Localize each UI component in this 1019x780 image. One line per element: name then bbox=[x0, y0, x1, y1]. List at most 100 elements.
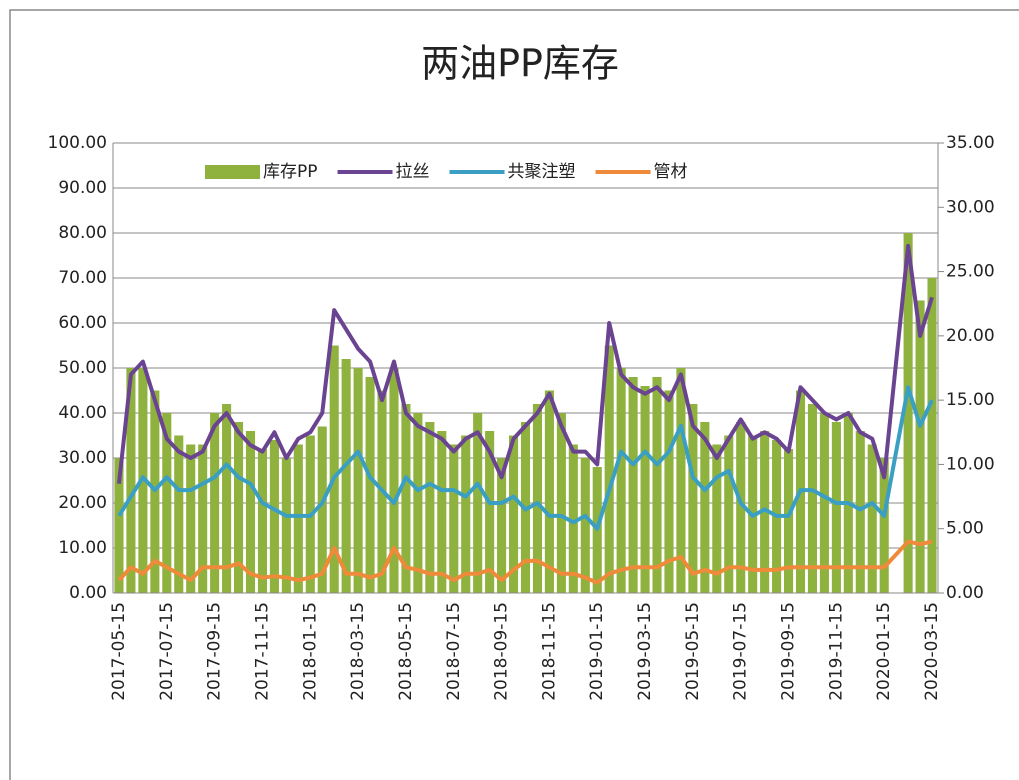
bar bbox=[664, 390, 674, 593]
bar bbox=[186, 444, 196, 593]
bar bbox=[784, 449, 794, 593]
legend-swatch bbox=[205, 165, 260, 179]
y-tick-label: 30.00 bbox=[58, 448, 107, 468]
bar bbox=[413, 413, 423, 593]
bar bbox=[437, 431, 447, 593]
y-tick-label: 100.00 bbox=[48, 133, 107, 153]
legend-label: 管材 bbox=[654, 162, 688, 182]
bar bbox=[317, 426, 327, 593]
bar bbox=[688, 404, 698, 593]
x-tick-label: 2017-09-15 bbox=[205, 602, 225, 701]
bar bbox=[365, 377, 375, 593]
bar bbox=[329, 345, 339, 593]
y2-tick-label: 25.00 bbox=[946, 262, 995, 282]
bar bbox=[234, 422, 244, 593]
y2-tick-label: 5.00 bbox=[946, 519, 984, 539]
bar bbox=[819, 413, 829, 593]
x-tick-label: 2018-05-15 bbox=[396, 602, 416, 701]
bar bbox=[855, 431, 865, 593]
x-tick-label: 2019-09-15 bbox=[779, 602, 799, 701]
bar bbox=[628, 377, 638, 593]
y-tick-label: 50.00 bbox=[58, 358, 107, 378]
bar bbox=[544, 390, 554, 593]
bar bbox=[616, 368, 626, 593]
bar bbox=[604, 345, 614, 593]
y-tick-label: 0.00 bbox=[69, 583, 107, 603]
y-tick-label: 20.00 bbox=[58, 493, 107, 513]
x-tick-label: 2018-07-15 bbox=[444, 602, 464, 701]
x-tick-label: 2018-03-15 bbox=[348, 602, 368, 701]
x-tick-label: 2017-07-15 bbox=[157, 602, 177, 701]
legend-label: 库存PP bbox=[263, 162, 318, 182]
x-tick-label: 2019-07-15 bbox=[731, 602, 751, 701]
bar bbox=[509, 435, 519, 593]
bar bbox=[831, 422, 841, 593]
bar bbox=[449, 444, 459, 593]
legend-label: 拉丝 bbox=[396, 162, 430, 182]
y2-tick-label: 30.00 bbox=[946, 197, 995, 217]
y2-tick-label: 15.00 bbox=[946, 390, 995, 410]
x-tick-label: 2019-05-15 bbox=[683, 602, 703, 701]
bar bbox=[222, 404, 232, 593]
bar bbox=[568, 444, 578, 593]
chart-title: 两油PP库存 bbox=[421, 42, 619, 86]
bar bbox=[162, 413, 172, 593]
y-tick-label: 60.00 bbox=[58, 313, 107, 333]
y2-tick-label: 20.00 bbox=[946, 326, 995, 346]
chart-border bbox=[9, 9, 1019, 780]
bar bbox=[198, 444, 208, 593]
bar bbox=[389, 368, 399, 593]
legend-label: 共聚注塑 bbox=[508, 162, 576, 182]
bar bbox=[473, 413, 483, 593]
bar bbox=[879, 458, 889, 593]
bar bbox=[712, 444, 722, 593]
y2-tick-label: 10.00 bbox=[946, 454, 995, 474]
line-series bbox=[117, 539, 933, 585]
bar bbox=[114, 458, 124, 593]
bar bbox=[640, 386, 650, 593]
bar bbox=[903, 233, 913, 593]
bar bbox=[724, 435, 734, 593]
x-tick-label: 2019-11-15 bbox=[826, 602, 846, 701]
y-tick-label: 70.00 bbox=[58, 268, 107, 288]
bar bbox=[915, 300, 925, 593]
x-tick-label: 2017-05-15 bbox=[109, 602, 129, 701]
bar bbox=[485, 431, 495, 593]
y-tick-label: 10.00 bbox=[58, 538, 107, 558]
bar bbox=[556, 413, 566, 593]
x-tick-label: 2019-01-15 bbox=[587, 602, 607, 701]
bar bbox=[760, 431, 770, 593]
bar bbox=[425, 422, 435, 593]
bar bbox=[401, 404, 411, 593]
y2-tick-label: 0.00 bbox=[946, 583, 984, 603]
x-tick-label: 2020-01-15 bbox=[874, 602, 894, 701]
bar bbox=[652, 377, 662, 593]
x-tick-label: 2020-03-15 bbox=[922, 602, 942, 701]
bar bbox=[736, 422, 746, 593]
x-tick-label: 2018-09-15 bbox=[492, 602, 512, 701]
bar bbox=[532, 404, 542, 593]
bar bbox=[126, 368, 136, 593]
bar bbox=[700, 422, 710, 593]
bar bbox=[281, 458, 291, 593]
x-tick-label: 2018-01-15 bbox=[300, 602, 320, 701]
bar bbox=[676, 368, 686, 593]
line-series bbox=[117, 385, 934, 531]
y2-tick-label: 35.00 bbox=[946, 133, 995, 153]
bar bbox=[174, 435, 184, 593]
y-tick-label: 80.00 bbox=[58, 223, 107, 243]
bar bbox=[807, 404, 817, 593]
bar bbox=[353, 368, 363, 593]
y-tick-label: 90.00 bbox=[58, 178, 107, 198]
bar bbox=[257, 449, 267, 593]
line-series bbox=[116, 243, 934, 484]
bar bbox=[867, 444, 877, 593]
x-tick-label: 2017-11-15 bbox=[252, 602, 272, 701]
bar bbox=[580, 458, 590, 593]
bar bbox=[210, 413, 220, 593]
bar bbox=[497, 458, 507, 593]
bar bbox=[341, 359, 351, 593]
x-tick-label: 2018-11-15 bbox=[539, 602, 559, 701]
